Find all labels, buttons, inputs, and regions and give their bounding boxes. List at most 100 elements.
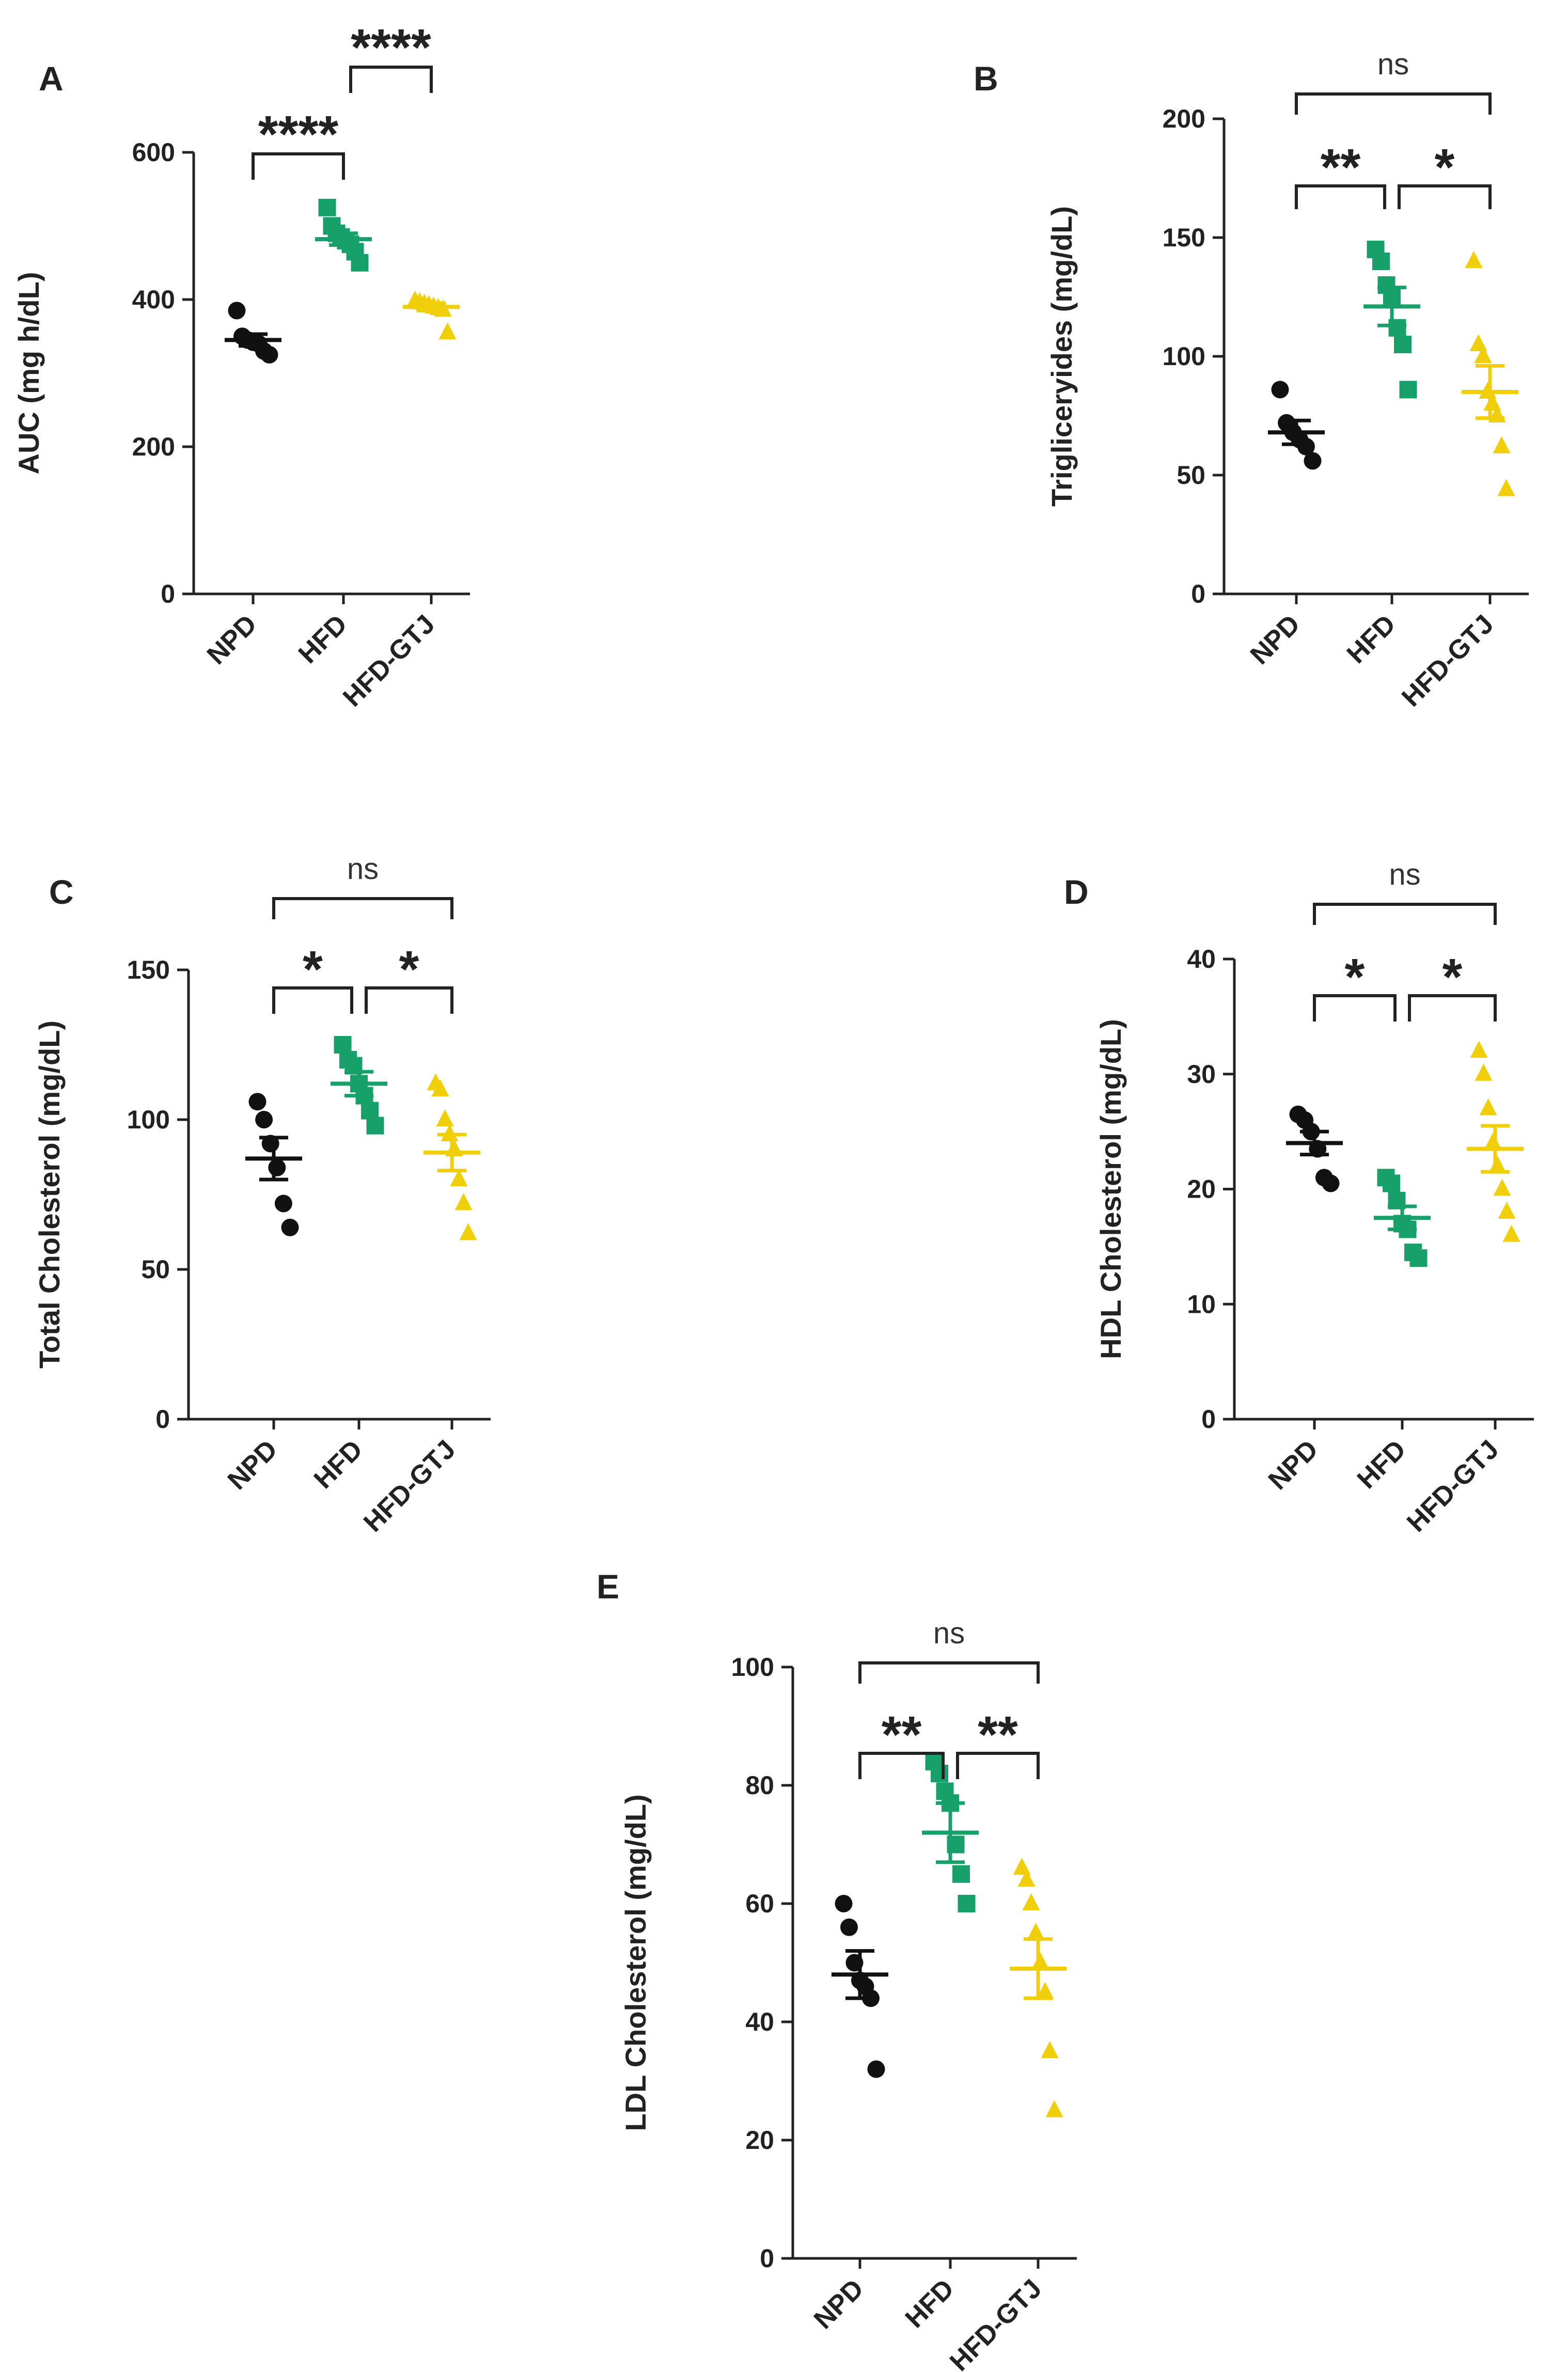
data-point <box>1502 1224 1520 1242</box>
data-point <box>867 2060 885 2078</box>
y-tick-label: 200 <box>1163 104 1205 133</box>
y-tick-label: 40 <box>745 2007 774 2036</box>
y-tick-label: 20 <box>1187 1175 1216 1204</box>
significance-bracket <box>272 897 453 919</box>
x-tick-label: HFD-GTJ <box>1396 609 1499 712</box>
significance-label: * <box>1442 948 1463 1006</box>
data-point <box>1470 1041 1488 1058</box>
y-axis-title: Total Cholesterol (mg/dL) <box>33 1020 66 1369</box>
data-point <box>1045 2100 1063 2117</box>
data-point <box>268 1158 286 1176</box>
x-tick-label: NPD <box>201 609 263 670</box>
y-tick-label: 100 <box>731 1653 774 1682</box>
data-point <box>436 1109 454 1126</box>
data-point <box>281 1218 299 1236</box>
data-point <box>1498 1202 1516 1219</box>
data-point <box>1383 1174 1400 1192</box>
data-point <box>1041 2041 1059 2059</box>
x-tick-label: HFD <box>293 609 353 669</box>
significance-label: * <box>1345 948 1365 1006</box>
significance-label: **** <box>351 19 431 76</box>
y-tick-label: 0 <box>155 1405 170 1434</box>
significance-label: * <box>303 940 323 998</box>
y-tick-label: 60 <box>745 1889 774 1918</box>
x-tick-label: NPD <box>222 1434 284 1496</box>
x-tick-label: HFD-GTJ <box>944 2273 1047 2372</box>
x-tick-label: HFD <box>1341 609 1402 669</box>
significance-label: * <box>1435 138 1455 196</box>
data-point <box>1493 1179 1511 1196</box>
y-tick-label: 0 <box>1191 579 1205 608</box>
y-tick-label: 400 <box>132 285 175 314</box>
significance-bracket <box>365 986 453 1014</box>
significance-label: ** <box>882 1706 922 1764</box>
y-tick-label: 100 <box>1163 342 1205 371</box>
data-point <box>1394 336 1412 353</box>
panel-label: B <box>974 59 998 98</box>
significance-bracket <box>1295 92 1492 115</box>
data-point <box>931 1765 948 1783</box>
y-tick-label: 50 <box>1177 461 1205 490</box>
y-tick-label: 10 <box>1187 1290 1216 1318</box>
data-point <box>952 1865 970 1883</box>
y-tick-label: 0 <box>1201 1405 1216 1434</box>
data-point <box>958 1895 976 1912</box>
y-tick-label: 30 <box>1187 1060 1216 1089</box>
data-point <box>1013 1858 1031 1875</box>
y-tick-label: 600 <box>132 138 175 167</box>
data-point <box>1022 1893 1040 1910</box>
x-tick-label: HFD <box>900 2273 960 2334</box>
panel-label: A <box>39 59 64 98</box>
data-point <box>351 254 369 272</box>
significance-label: ns <box>347 852 379 886</box>
y-axis-title: Trigliceryides (mg/dL) <box>1045 206 1078 507</box>
y-axis-title: AUC (mg h/dL) <box>12 272 45 475</box>
significance-bracket <box>1313 903 1497 925</box>
significance-label: ns <box>1377 48 1409 81</box>
data-point <box>1497 479 1515 496</box>
significance-label: **** <box>258 105 339 163</box>
data-point <box>1271 381 1289 399</box>
data-point <box>334 1036 352 1054</box>
data-point <box>450 1169 468 1186</box>
significance-label: ** <box>978 1706 1018 1764</box>
x-tick-label: HFD <box>308 1434 369 1495</box>
data-point <box>1484 1133 1502 1150</box>
data-point <box>459 1223 477 1240</box>
data-point <box>431 1079 449 1096</box>
data-point <box>1475 1063 1493 1081</box>
x-tick-label: NPD <box>1263 1434 1324 1496</box>
y-tick-label: 150 <box>127 955 170 984</box>
y-tick-label: 50 <box>141 1255 170 1284</box>
data-point <box>454 1193 473 1211</box>
data-point <box>1493 436 1511 453</box>
x-tick-label: HFD-GTJ <box>337 609 441 712</box>
significance-bracket <box>1398 184 1492 209</box>
data-point <box>1027 1923 1045 1940</box>
significance-bracket <box>349 66 433 93</box>
significance-bracket <box>272 986 353 1014</box>
data-point <box>1469 334 1487 351</box>
significance-bracket <box>1313 994 1397 1022</box>
panel-label: E <box>597 1567 619 1606</box>
data-point <box>1465 251 1483 268</box>
data-point <box>1488 1155 1507 1173</box>
data-point <box>274 1195 292 1213</box>
significance-bracket <box>252 152 345 180</box>
data-point <box>840 1918 858 1936</box>
y-tick-label: 100 <box>127 1105 170 1134</box>
data-point <box>438 322 457 340</box>
significance-label: * <box>399 940 419 998</box>
y-tick-label: 80 <box>745 1771 774 1800</box>
data-point <box>1322 1174 1340 1192</box>
data-point <box>1479 1098 1497 1116</box>
data-point <box>318 198 336 216</box>
significance-label: ns <box>933 1616 965 1650</box>
data-point <box>255 1111 273 1128</box>
data-point <box>366 1117 384 1135</box>
data-point <box>1036 1982 1054 1999</box>
